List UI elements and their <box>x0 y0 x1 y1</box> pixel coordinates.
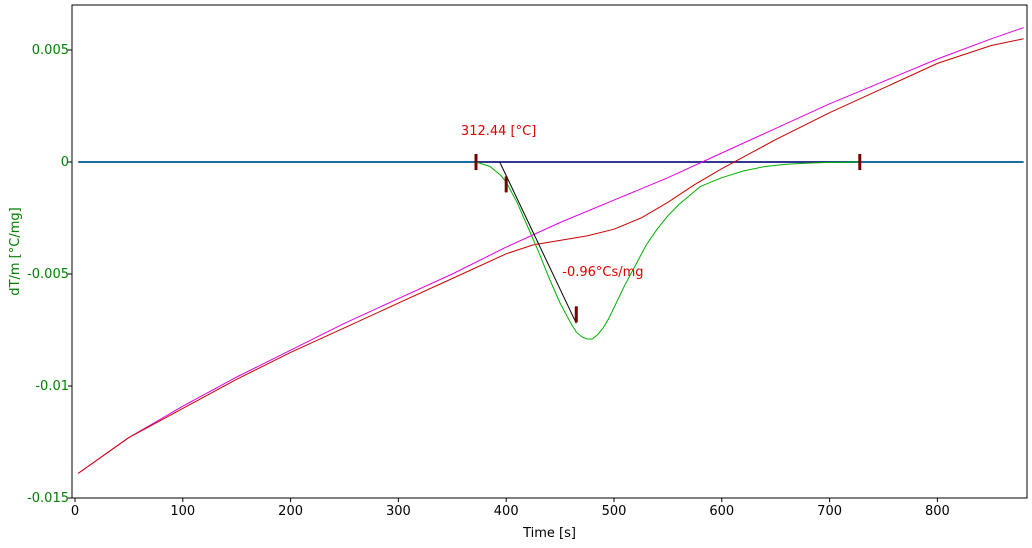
x-tick-label-5: 500 <box>602 504 627 519</box>
y-tick-label-0: 0.005 <box>32 43 69 58</box>
y-axis: 0.005 0 -0.005 -0.01 -0.015 <box>27 43 72 506</box>
marker-group <box>474 154 862 323</box>
x-axis-label: Time [s] <box>522 526 576 541</box>
x-tick-label-0: 0 <box>71 504 79 519</box>
dtm-line <box>475 161 860 340</box>
annotation-0: 312.44 [°C] <box>461 124 536 139</box>
tangent-line <box>499 161 577 324</box>
x-tick-label-3: 300 <box>386 504 411 519</box>
annotation-group: 312.44 [°C] -0.96°Cs/mg <box>461 124 644 280</box>
x-tick-label-6: 600 <box>709 504 734 519</box>
x-axis: 0 100 200 300 400 500 600 700 800 <box>71 498 950 519</box>
x-tick-label-4: 400 <box>494 504 519 519</box>
x-tick-label-8: 800 <box>925 504 950 519</box>
plot-frame <box>71 4 1028 499</box>
x-tick-label-7: 700 <box>817 504 842 519</box>
magenta-line <box>77 27 1024 474</box>
x-tick-label-2: 200 <box>278 504 303 519</box>
y-tick-label-2: -0.005 <box>27 267 69 282</box>
annotation-1: -0.96°Cs/mg <box>562 265 643 280</box>
y-tick-label-3: -0.01 <box>35 379 69 394</box>
y-tick-label-1: 0 <box>61 155 69 170</box>
x-tick-label-1: 100 <box>170 504 195 519</box>
series-group <box>77 27 1024 474</box>
red-line <box>77 38 1024 474</box>
y-tick-label-4: -0.015 <box>27 491 69 506</box>
y-axis-label: dT/m [°C/mg] <box>8 207 23 295</box>
